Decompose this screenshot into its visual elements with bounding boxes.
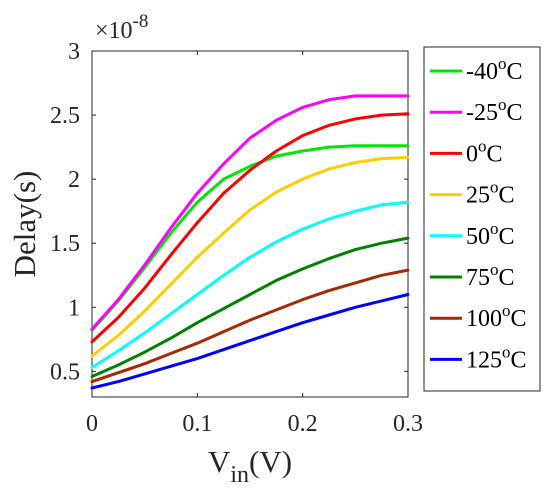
series-line-75 [90, 236, 410, 378]
legend-entry: 100oC [466, 301, 527, 332]
legend-value: 75 [466, 265, 490, 291]
legend-value: 50 [466, 224, 490, 250]
legend-value: 100 [466, 306, 502, 332]
series-lines [90, 94, 410, 390]
y-tick-label: 2 [68, 167, 80, 193]
series-line-125 [90, 293, 410, 390]
legend-unit: C [487, 141, 503, 167]
x-tick-label: 0.2 [288, 411, 318, 437]
legend-unit: C [499, 183, 515, 209]
y-scale-base: ×10 [95, 18, 133, 44]
legend-degree: o [490, 178, 499, 197]
legend-value: 125 [466, 347, 502, 373]
y-axis-label: Delay(s) [7, 171, 42, 278]
x-tick-label: 0.1 [182, 411, 212, 437]
y-tick-label: 1.5 [50, 231, 80, 257]
x-axis-label-sub: in [230, 462, 249, 488]
legend-entry: 0oC [466, 136, 503, 167]
legend-entry: 75oC [466, 260, 515, 291]
legend-entry: -40oC [466, 54, 523, 85]
series-line-50 [90, 200, 410, 369]
legend-unit: C [511, 306, 527, 332]
legend-value: 25 [466, 183, 490, 209]
x-tick-label: 0 [86, 411, 98, 437]
legend-degree: o [490, 260, 499, 279]
legend-unit: C [511, 347, 527, 373]
y-scale-factor: ×10-8 [95, 11, 148, 44]
legend-degree: o [502, 342, 511, 361]
legend-unit: C [507, 100, 523, 126]
legend-entry: 125oC [466, 342, 527, 373]
x-axis-label-unit: (V) [249, 444, 292, 479]
legend-unit: C [499, 265, 515, 291]
legend-entry: 50oC [466, 219, 515, 250]
x-axis-label: Vin(V) [208, 444, 292, 488]
y-scale-exponent: -8 [133, 11, 149, 32]
x-tick-label: 0.3 [393, 411, 423, 437]
legend-degree: o [478, 136, 487, 155]
series-line-0 [90, 112, 410, 344]
legend-degree: o [490, 219, 499, 238]
legend-box [423, 46, 541, 392]
legend-unit: C [499, 224, 515, 250]
y-tick-label: 2.5 [50, 103, 80, 129]
plot-frame [91, 50, 409, 398]
y-tick-label: 1 [68, 295, 80, 321]
series-line--40 [90, 144, 410, 332]
series-line-25 [90, 155, 410, 358]
legend-unit: C [507, 59, 523, 85]
legend-degree: o [498, 95, 507, 114]
series-line-100 [90, 268, 410, 384]
x-axis-label-main: V [208, 444, 231, 479]
legend-entry: -25oC [466, 95, 523, 126]
legend-degree: o [502, 301, 511, 320]
legend-value: -40 [466, 59, 498, 85]
axis-ticks: 0 0.1 0.2 0.3 0.5 1 1.5 2 2.5 3 [50, 39, 423, 437]
y-tick-label: 0.5 [50, 359, 80, 385]
legend-degree: o [498, 54, 507, 73]
legend-value: 0 [466, 141, 478, 167]
legend-entry: 25oC [466, 178, 515, 209]
legend-value: -25 [466, 100, 498, 126]
y-tick-label: 3 [68, 39, 80, 65]
series-line--25 [90, 94, 410, 331]
